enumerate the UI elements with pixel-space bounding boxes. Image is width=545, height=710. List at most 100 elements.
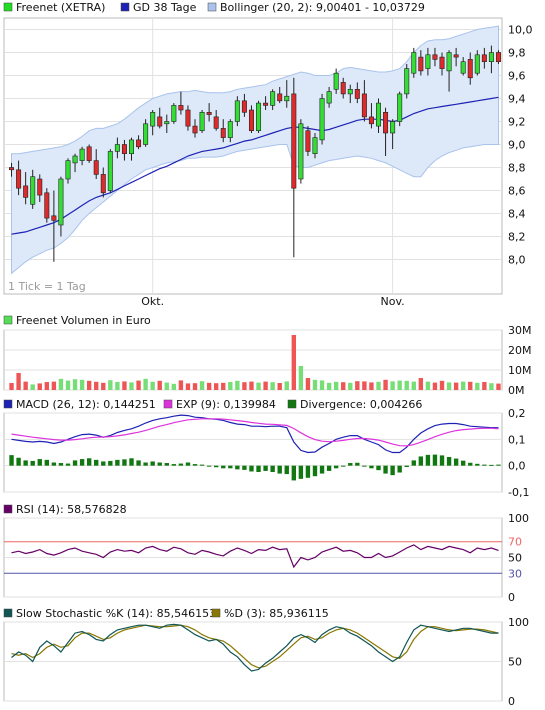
volume-bar [185,383,191,390]
divergence-bar [37,459,42,466]
candle-body [23,185,29,198]
divergence-bar [79,459,85,466]
price-y-tick: 8,8 [508,162,526,175]
legend-swatch-exp [163,399,173,409]
price-y-tick: 9,8 [508,47,526,60]
price-y-tick: 8,0 [508,254,526,267]
legend-swatch-divergence [287,399,297,409]
divergence-bar [101,461,106,466]
gd38-line [11,96,499,235]
candle [79,146,85,166]
divergence-bar [397,465,402,473]
candle-body [199,112,205,132]
candle [347,84,353,104]
volume-bar [108,380,113,390]
divergence-bar [460,460,466,466]
candle-body [270,91,276,106]
candle [164,114,170,133]
legend-swatch-stoch-k [3,608,13,618]
candle [93,149,99,179]
divergence-bar [270,465,275,472]
volume-y-tick: 0M [508,384,525,397]
divergence-bar [235,465,240,470]
divergence-bar [228,465,233,469]
candle-body [390,121,396,134]
volume-bar [432,382,438,390]
divergence-bar [298,465,304,479]
candle [488,45,494,74]
candle [284,80,290,108]
candle-body [425,54,431,69]
volume-bar [171,383,177,390]
candle-body [107,151,113,191]
candle [121,139,127,161]
price-legend: Freenet (XETRA) GD 38 Tage Bollinger (20… [3,1,425,14]
divergence-bar [411,460,416,466]
candle [220,119,226,143]
divergence-bar [312,465,318,477]
volume-bar [489,383,494,390]
volume-bar [453,382,459,390]
volume-bar [333,381,339,390]
candle [100,167,106,198]
candle-body [241,100,247,113]
candle [453,47,459,67]
divergence-bar [122,459,127,466]
legend-label-exp: EXP (9): 0,139984 [176,398,276,411]
volume-bar [58,378,64,390]
candle-body [93,160,99,175]
candle [213,110,219,131]
x-axis-label: Nov. [381,295,405,308]
candle-body [453,54,459,58]
volume-bar [263,381,268,390]
candle [51,190,57,262]
candle-body [312,137,318,155]
volume-y-tick: 10M [508,364,532,377]
legend-label-bollinger: Bollinger (20, 2): 9,00401 - 10,03729 [220,1,425,14]
candle [150,110,156,136]
candle [432,47,438,67]
volume-bar [136,380,141,390]
legend-swatch-bollinger [207,2,217,12]
volume-bar [291,335,297,390]
candle [129,137,134,161]
legend-label-stoch-d: %D (3): 85,936115 [224,607,329,620]
divergence-bar [496,464,501,466]
volume-bar [298,366,304,390]
volume-bar [129,382,134,390]
candle-body [376,102,381,127]
macd-panel: -0,1 0,0 0,1 0,2 [3,407,529,499]
price-y-tick: 9,0 [508,139,526,152]
price-y-tick: 9,2 [508,116,526,129]
rsi-y-tick: 30 [508,567,522,580]
price-y-tick: 8,4 [508,208,526,221]
candle [136,135,142,150]
volume-bar [376,381,381,390]
volume-bar [397,380,402,390]
candle [383,107,389,156]
candle-body [206,112,212,115]
price-y-tick: 9,6 [508,70,526,83]
divergence-bar [51,462,57,466]
volume-y-tick: 20M [508,344,532,357]
volume-bar [150,381,155,390]
volume-bar [475,382,480,390]
divergence-bar [404,465,409,467]
candle-body [263,102,269,106]
candle-body [361,93,367,118]
volume-bar [37,383,42,390]
candle-body [291,93,297,189]
stoch-y-tick: 50 [508,656,522,669]
divergence-bar [206,465,212,467]
divergence-bar [164,463,169,466]
candle-body [298,123,304,180]
candle-body [481,54,487,62]
volume-bar [305,378,311,390]
candle [404,64,410,99]
legend-label-macd: MACD (26, 12): 0,144251 [16,398,156,411]
candle-body [467,59,473,79]
divergence-bar [383,465,388,474]
candle [397,91,403,127]
volume-bar [143,378,148,390]
candle [23,172,29,205]
